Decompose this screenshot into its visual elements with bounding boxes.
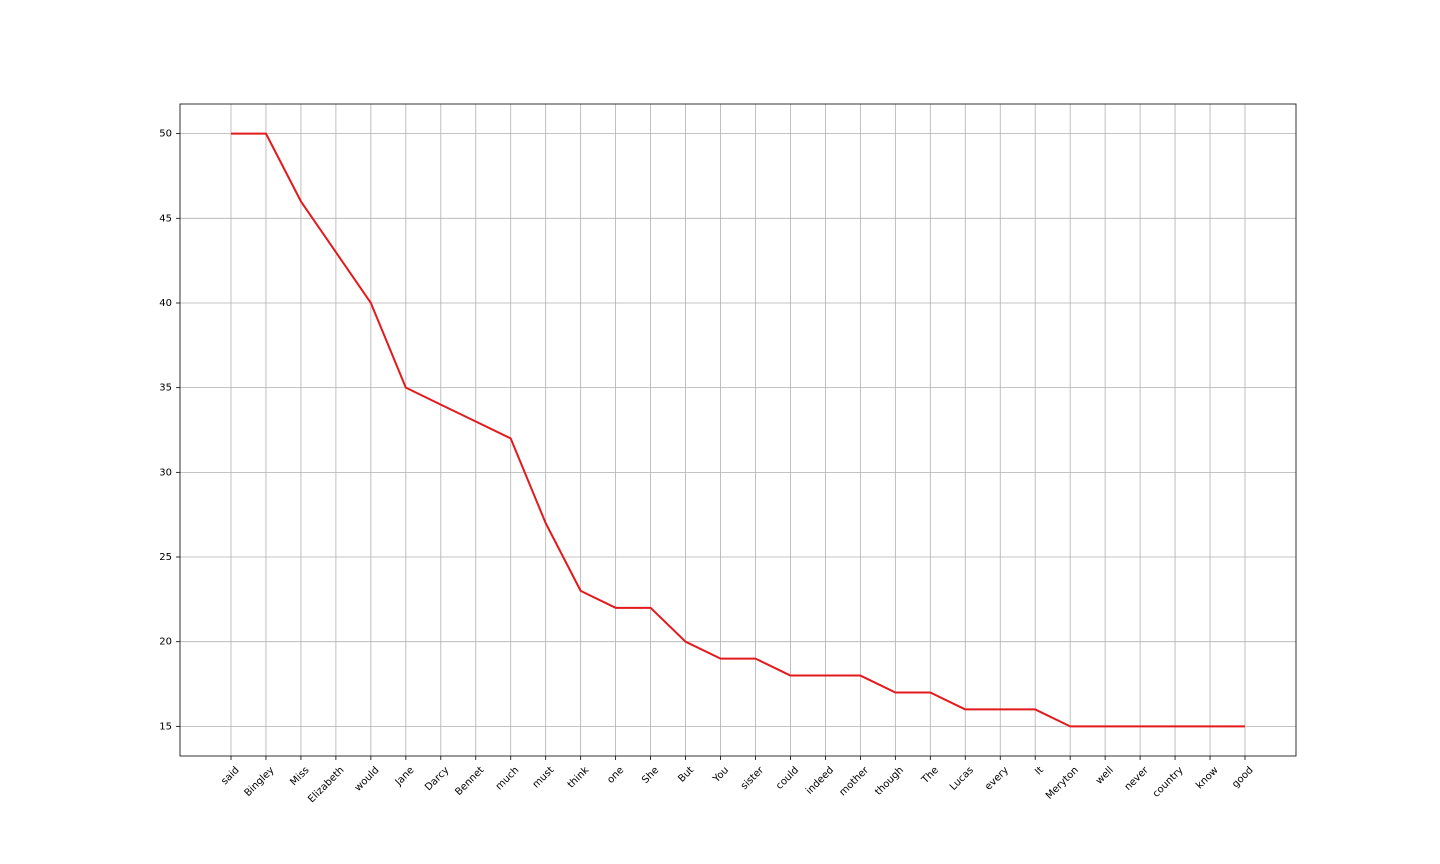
x-tick-label: Meryton — [1044, 765, 1081, 802]
x-tick-label: But — [676, 765, 696, 785]
y-tick-label: 25 — [159, 552, 172, 563]
x-tick-label: indeed — [804, 765, 836, 797]
y-tick-label: 20 — [159, 637, 172, 648]
y-tick-label: 15 — [159, 721, 172, 732]
y-tick-label: 35 — [159, 383, 172, 394]
y-tick-label: 50 — [159, 129, 172, 140]
series-layer — [231, 132, 1245, 728]
x-tick-label: sister — [739, 764, 767, 792]
x-tick-label: Lucas — [948, 765, 976, 793]
x-tick-label: Jane — [393, 765, 417, 789]
x-tick-label: Bingley — [243, 765, 277, 799]
x-tick-label: must — [531, 765, 557, 791]
x-tick-label: much — [494, 765, 522, 793]
x-tick-label: Darcy — [423, 765, 451, 793]
x-tick-label: The — [919, 765, 941, 787]
x-tick-label: every — [983, 765, 1011, 793]
y-tick-label: 40 — [159, 298, 172, 309]
x-tick-label: She — [640, 765, 661, 786]
x-tick-label: Miss — [288, 765, 311, 788]
x-tick-label: never — [1123, 764, 1152, 793]
x-tick-label: Elizabeth — [306, 765, 346, 805]
y-tick-label: 45 — [159, 213, 172, 224]
y-tick-label: 30 — [159, 467, 172, 478]
x-tick-label: mother — [838, 764, 872, 798]
grid — [180, 104, 1296, 756]
x-tick-label: said — [219, 765, 241, 787]
x-tick-label: though — [873, 765, 906, 798]
x-tick-label: know — [1194, 765, 1220, 791]
x-tick-label: country — [1151, 765, 1186, 800]
x-tick-label: think — [566, 765, 592, 791]
x-tick-label: good — [1230, 765, 1255, 790]
x-tick-label: Bennet — [453, 765, 486, 798]
x-tick-label: It — [1033, 765, 1046, 778]
x-tick-label: one — [605, 765, 626, 786]
series-line — [231, 132, 1245, 728]
x-tick-label: well — [1094, 765, 1116, 787]
y-axis: 15 20 25 30 35 40 45 50 — [159, 129, 180, 732]
x-tick-label: could — [774, 765, 801, 792]
plot-frame — [179, 103, 1297, 757]
x-tick-label: would — [353, 765, 382, 794]
x-tick-label: You — [710, 765, 731, 786]
